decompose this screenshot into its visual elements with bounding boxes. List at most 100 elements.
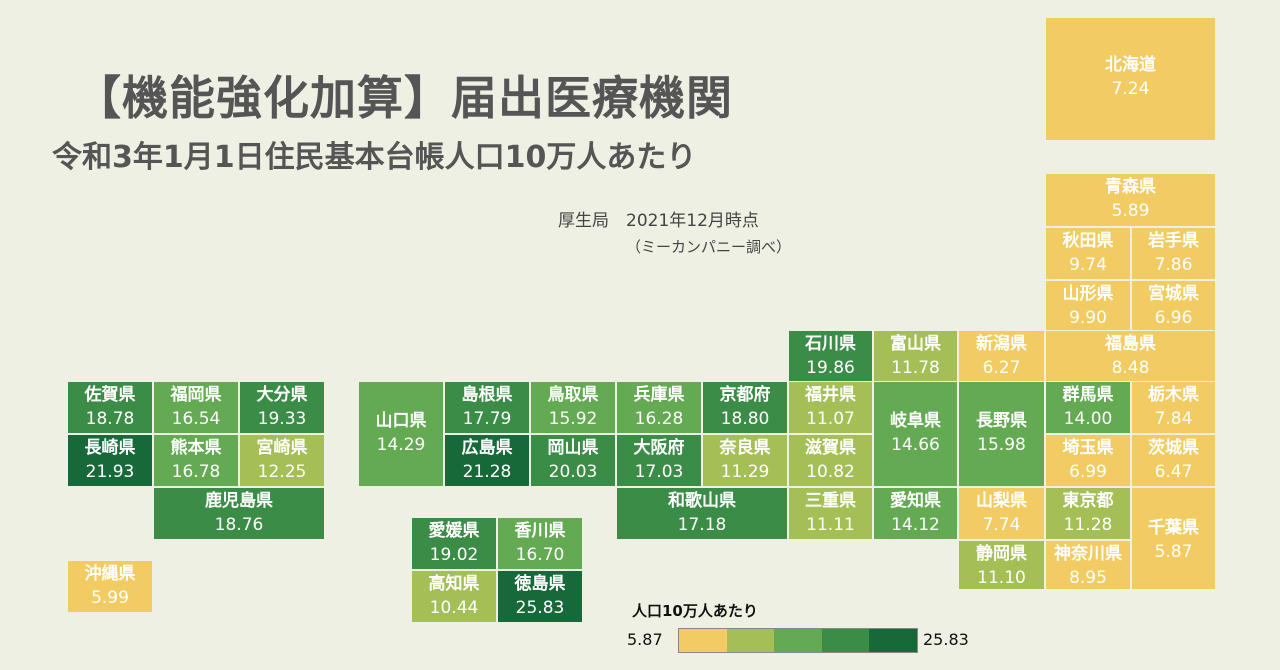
prefecture-tile: 岡山県 20.03	[530, 434, 616, 487]
prefecture-value: 6.96	[1154, 308, 1193, 328]
prefecture-value: 17.18	[677, 515, 727, 535]
prefecture-value: 19.02	[429, 545, 479, 565]
prefecture-name: 群馬県	[1062, 385, 1114, 405]
prefecture-tile: 兵庫県 16.28	[616, 381, 702, 434]
prefecture-name: 静岡県	[976, 544, 1027, 564]
prefecture-tile: 岩手県 7.86	[1131, 227, 1216, 280]
prefecture-tile: 東京都 11.28	[1045, 487, 1131, 540]
prefecture-tile: 山口県 14.29	[358, 381, 444, 487]
prefecture-value: 11.78	[891, 358, 940, 378]
page-subtitle: 令和3年1月1日住民基本台帳人口10万人あたり	[52, 140, 697, 175]
prefecture-name: 滋賀県	[805, 438, 856, 458]
prefecture-value: 7.74	[982, 515, 1021, 535]
prefecture-tile: 神奈川県 8.95	[1045, 540, 1131, 590]
prefecture-tile: 京都府 18.80	[702, 381, 788, 434]
prefecture-value: 12.25	[257, 462, 307, 482]
prefecture-tile: 福岡県 16.54	[153, 381, 239, 434]
prefecture-tile: 岐阜県 14.66	[873, 381, 958, 487]
prefecture-value: 17.03	[634, 462, 684, 482]
prefecture-name: 島根県	[461, 385, 513, 405]
note-text: （ミーカンパニー調べ）	[626, 238, 792, 256]
prefecture-value: 9.74	[1069, 255, 1107, 275]
prefecture-tile: 石川県 19.86	[788, 330, 873, 383]
prefecture-name: 宮城県	[1148, 284, 1199, 304]
prefecture-tile: 高知県 10.44	[411, 570, 497, 623]
prefecture-value: 15.92	[548, 409, 598, 429]
prefecture-value: 18.76	[214, 515, 264, 535]
prefecture-value: 10.44	[429, 598, 479, 618]
prefecture-name: 香川県	[514, 521, 566, 541]
prefecture-value: 6.27	[982, 358, 1021, 378]
prefecture-value: 11.10	[977, 568, 1026, 588]
prefecture-name: 熊本県	[170, 438, 222, 458]
prefecture-value: 18.78	[85, 409, 135, 429]
prefecture-value: 20.03	[548, 462, 598, 482]
prefecture-tile: 愛知県 14.12	[873, 487, 958, 540]
prefecture-value: 14.29	[376, 435, 426, 455]
prefecture-tile: 徳島県 25.83	[497, 570, 583, 623]
prefecture-name: 奈良県	[719, 438, 771, 458]
prefecture-tile: 鳥取県 15.92	[530, 381, 616, 434]
prefecture-name: 三重県	[805, 491, 856, 511]
prefecture-tile: 新潟県 6.27	[958, 330, 1045, 383]
prefecture-tile: 沖縄県 5.99	[67, 560, 153, 613]
prefecture-value: 7.86	[1154, 255, 1193, 275]
prefecture-value: 5.99	[91, 588, 129, 608]
prefecture-tile: 大阪府 17.03	[616, 434, 702, 487]
prefecture-value: 19.33	[257, 409, 307, 429]
prefecture-tile: 島根県 17.79	[444, 381, 530, 434]
source-text: 厚生局 2021年12月時点	[558, 211, 759, 231]
prefecture-value: 14.66	[891, 435, 940, 455]
legend-min-label: 5.87	[627, 630, 663, 649]
prefecture-tile: 茨城県 6.47	[1131, 434, 1216, 487]
prefecture-tile: 三重県 11.11	[788, 487, 873, 540]
prefecture-name: 徳島県	[514, 574, 566, 594]
legend-swatch	[774, 629, 822, 652]
prefecture-tile: 青森県 5.89	[1045, 173, 1216, 227]
prefecture-name: 福島県	[1105, 334, 1156, 354]
prefecture-name: 鹿児島県	[205, 491, 273, 511]
prefecture-value: 16.54	[171, 409, 221, 429]
prefecture-value: 11.11	[806, 515, 855, 535]
prefecture-name: 長崎県	[84, 438, 136, 458]
prefecture-value: 16.28	[634, 409, 684, 429]
prefecture-tile: 北海道 7.24	[1045, 17, 1216, 141]
prefecture-value: 15.98	[977, 435, 1026, 455]
prefecture-tile: 和歌山県 17.18	[616, 487, 788, 540]
prefecture-tile: 千葉県 5.87	[1131, 487, 1216, 590]
prefecture-name: 岐阜県	[890, 411, 941, 431]
prefecture-tile: 長崎県 21.93	[67, 434, 153, 487]
prefecture-name: 福井県	[805, 385, 856, 405]
prefecture-name: 北海道	[1105, 55, 1156, 75]
prefecture-name: 沖縄県	[84, 564, 136, 584]
prefecture-name: 茨城県	[1148, 438, 1199, 458]
prefecture-value: 9.90	[1069, 308, 1107, 328]
prefecture-name: 山形県	[1062, 284, 1114, 304]
prefecture-tile: 福井県 11.07	[788, 381, 873, 434]
legend-swatch	[726, 629, 775, 652]
prefecture-tile: 熊本県 16.78	[153, 434, 239, 487]
prefecture-tile: 佐賀県 18.78	[67, 381, 153, 434]
prefecture-tile: 奈良県 11.29	[702, 434, 788, 487]
prefecture-tile: 群馬県 14.00	[1045, 381, 1131, 434]
prefecture-tile: 宮崎県 12.25	[239, 434, 325, 487]
prefecture-name: 福岡県	[170, 385, 222, 405]
prefecture-name: 兵庫県	[633, 385, 685, 405]
prefecture-name: 長野県	[976, 411, 1027, 431]
prefecture-tile: 埼玉県 6.99	[1045, 434, 1131, 487]
prefecture-value: 16.70	[515, 545, 565, 565]
prefecture-tile: 静岡県 11.10	[958, 540, 1045, 590]
prefecture-tile: 滋賀県 10.82	[788, 434, 873, 487]
prefecture-tile: 長野県 15.98	[958, 381, 1045, 487]
prefecture-name: 愛媛県	[428, 521, 480, 541]
prefecture-value: 5.89	[1111, 201, 1150, 221]
prefecture-value: 7.84	[1154, 409, 1193, 429]
prefecture-tile: 愛媛県 19.02	[411, 517, 497, 570]
prefecture-name: 千葉県	[1148, 518, 1199, 538]
prefecture-tile: 福島県 8.48	[1045, 330, 1216, 383]
prefecture-value: 17.79	[462, 409, 512, 429]
prefecture-name: 岩手県	[1148, 231, 1199, 251]
prefecture-name: 栃木県	[1148, 385, 1199, 405]
prefecture-value: 6.99	[1069, 462, 1107, 482]
